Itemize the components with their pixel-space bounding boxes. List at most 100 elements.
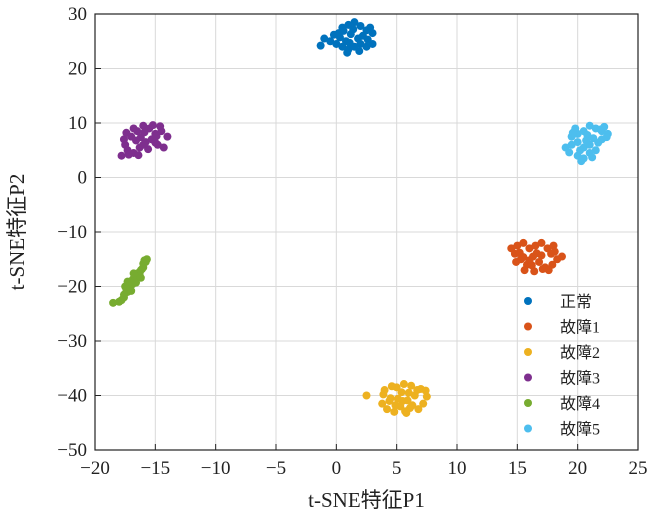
- data-point: [134, 151, 143, 160]
- data-point: [573, 138, 582, 147]
- data-point: [414, 405, 423, 414]
- data-point: [383, 405, 392, 414]
- data-point: [109, 298, 118, 307]
- legend-item: 故障3: [524, 370, 600, 388]
- data-point: [535, 257, 544, 266]
- data-point: [527, 261, 536, 270]
- data-point: [345, 38, 354, 47]
- legend-item: 故障5: [524, 421, 600, 439]
- data-point: [582, 136, 591, 145]
- data-point: [139, 121, 148, 130]
- data-point: [139, 140, 148, 149]
- data-point: [399, 380, 408, 389]
- data-point: [151, 138, 160, 147]
- grid: [94, 13, 639, 451]
- series-正常: [316, 18, 377, 57]
- data-point: [356, 21, 365, 30]
- legend-item: 故障4: [524, 395, 600, 413]
- legend-marker: [524, 399, 532, 407]
- y-tick-label: −20: [57, 277, 87, 298]
- legend-marker: [524, 348, 532, 356]
- y-tick-label: −50: [57, 440, 87, 461]
- y-tick-label: 0: [78, 168, 88, 189]
- x-tick-label: −20: [80, 458, 110, 479]
- data-point: [316, 41, 325, 50]
- x-tick-label: 25: [629, 458, 648, 479]
- data-point: [567, 140, 576, 149]
- data-point: [156, 122, 165, 131]
- data-point: [124, 150, 133, 159]
- data-point: [140, 128, 149, 137]
- data-point: [117, 296, 126, 305]
- data-point: [387, 382, 396, 391]
- data-point: [163, 132, 172, 141]
- data-point: [117, 151, 126, 160]
- data-point: [329, 30, 338, 39]
- data-point: [363, 35, 372, 44]
- data-point: [123, 277, 132, 286]
- x-tick-label: 5: [392, 458, 402, 479]
- data-point: [520, 266, 529, 275]
- data-point: [397, 388, 406, 397]
- data-point: [544, 266, 553, 275]
- data-point: [326, 37, 335, 46]
- legend-label: 故障4: [560, 395, 600, 413]
- data-point: [602, 133, 611, 142]
- data-point: [407, 381, 416, 390]
- legend-marker: [524, 373, 532, 382]
- series-故障3: [117, 121, 172, 160]
- data-point: [132, 278, 141, 287]
- data-point: [401, 407, 410, 416]
- legend-marker: [524, 424, 532, 433]
- legend-marker: [524, 322, 532, 331]
- x-axis-label: t-SNE特征P1: [308, 488, 425, 512]
- data-point: [550, 247, 559, 256]
- data-point: [594, 138, 603, 147]
- data-point: [391, 401, 400, 410]
- legend-label: 故障1: [560, 319, 600, 337]
- data-point: [538, 265, 547, 274]
- data-point: [136, 273, 145, 282]
- y-tick-label: −10: [57, 222, 87, 243]
- y-axis-label: t-SNE特征P2: [5, 174, 29, 291]
- data-point: [531, 241, 540, 250]
- data-point: [591, 146, 600, 155]
- data-point: [362, 391, 371, 400]
- data-point: [343, 48, 352, 57]
- data-point: [413, 386, 422, 395]
- data-point: [549, 241, 558, 250]
- legend-label: 正常: [560, 293, 592, 311]
- data-point: [349, 25, 358, 34]
- data-point: [140, 256, 149, 265]
- data-point: [576, 146, 585, 155]
- x-tick-label: −5: [266, 458, 286, 479]
- legend-label: 故障3: [560, 370, 600, 388]
- x-tick-label: −10: [201, 458, 231, 479]
- data-point: [596, 125, 605, 134]
- legend-item: 正常: [524, 293, 592, 311]
- legend-label: 故障5: [560, 421, 600, 439]
- data-point: [119, 135, 128, 144]
- data-point: [350, 18, 359, 27]
- data-point: [513, 241, 522, 250]
- y-tick-label: 10: [68, 113, 87, 134]
- data-point: [366, 23, 375, 32]
- y-tick-label: 20: [68, 59, 87, 80]
- y-tick-label: −30: [57, 331, 87, 352]
- data-point: [585, 121, 594, 130]
- data-point: [588, 153, 597, 162]
- data-point: [557, 252, 566, 261]
- data-point: [403, 396, 412, 405]
- data-point: [577, 157, 586, 166]
- data-point: [332, 39, 341, 48]
- data-point: [530, 267, 539, 276]
- data-point: [159, 143, 168, 152]
- data-point: [422, 392, 431, 401]
- series-故障1: [507, 238, 566, 276]
- data-point: [355, 47, 364, 56]
- series-故障4: [109, 255, 151, 307]
- data-points: [109, 18, 612, 417]
- data-point: [320, 34, 329, 43]
- legend-item: 故障2: [524, 344, 600, 362]
